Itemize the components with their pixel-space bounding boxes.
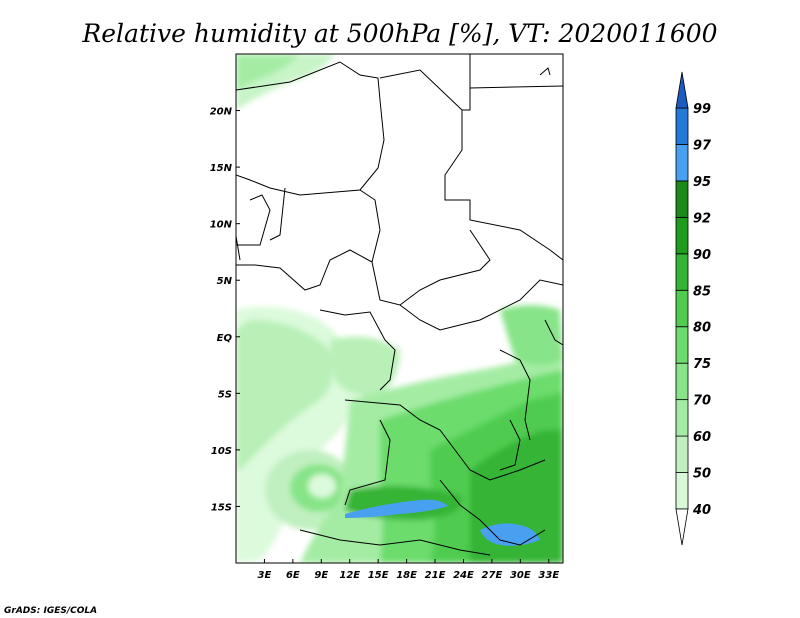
colorbar-swatch [675,144,689,182]
lat-tick-label: 15N [210,163,233,174]
colorbar-label: 95 [693,175,711,190]
lat-tick-label: 10S [211,446,232,457]
colorbar: 40 50 60 70 75 80 85 90 92 95 97 99 [675,71,712,546]
lat-tick-label: 20N [210,107,233,118]
colorbar-label: 40 [692,503,711,518]
colorbar-label: 60 [693,430,711,445]
colorbar-swatch [675,362,689,401]
colorbar-label: 85 [693,284,711,299]
high-humidity-streak [345,499,448,518]
longitude-axis: 3E 6E 9E 12E 15E 18E 21E 24E 27E 30E 33E [258,559,559,581]
colorbar-swatch [675,216,689,255]
lat-tick-label: EQ [217,333,233,344]
colorbar-swatch [675,253,689,291]
colorbar-swatch [675,326,689,364]
lon-tick-label: 6E [286,570,300,581]
colorbar-label: 99 [693,102,711,117]
lon-tick-label: 12E [339,570,360,581]
lon-tick-label: 27E [482,570,503,581]
lon-tick-label: 24E [453,570,474,581]
lon-tick-label: 3E [258,570,272,581]
lat-tick-label: 10N [210,220,233,231]
colorbar-swatch [675,180,689,218]
colorbar-swatch [675,435,689,473]
map-frame [235,53,564,564]
lat-tick-label: 5N [217,276,233,287]
lon-tick-label: 9E [314,570,328,581]
lon-tick-label: 21E [425,570,446,581]
lat-tick-label: 15S [211,502,232,513]
colorbar-label: 92 [693,211,711,226]
latitude-axis: 20N 15N 10N 5N EQ 5S 10S 15S [210,107,240,513]
colorbar-label: 80 [693,321,711,336]
credit-label: GrADS: IGES/COLA [4,606,97,616]
colorbar-bottom-arrow [675,508,689,546]
colorbar-swatch [675,472,689,510]
colorbar-swatch [675,399,689,437]
lon-tick-label: 15E [368,570,389,581]
humidity-field [236,54,563,563]
colorbar-swatch [675,107,689,145]
colorbar-label: 90 [693,248,711,263]
colorbar-top-arrow [675,71,689,109]
lon-tick-label: 18E [396,570,417,581]
lon-tick-label: 33E [538,570,559,581]
lon-tick-label: 30E [510,570,531,581]
colorbar-swatch [675,289,689,328]
high-humidity-patch [480,523,540,546]
lat-tick-label: 5S [218,389,232,400]
colorbar-label: 97 [693,138,712,153]
figure-title: Relative humidity at 500hPa [%], VT: 202… [81,19,717,48]
colorbar-label: 70 [693,394,711,409]
colorbar-label: 75 [693,357,711,372]
colorbar-label: 50 [693,467,711,482]
country-borders [236,54,563,556]
